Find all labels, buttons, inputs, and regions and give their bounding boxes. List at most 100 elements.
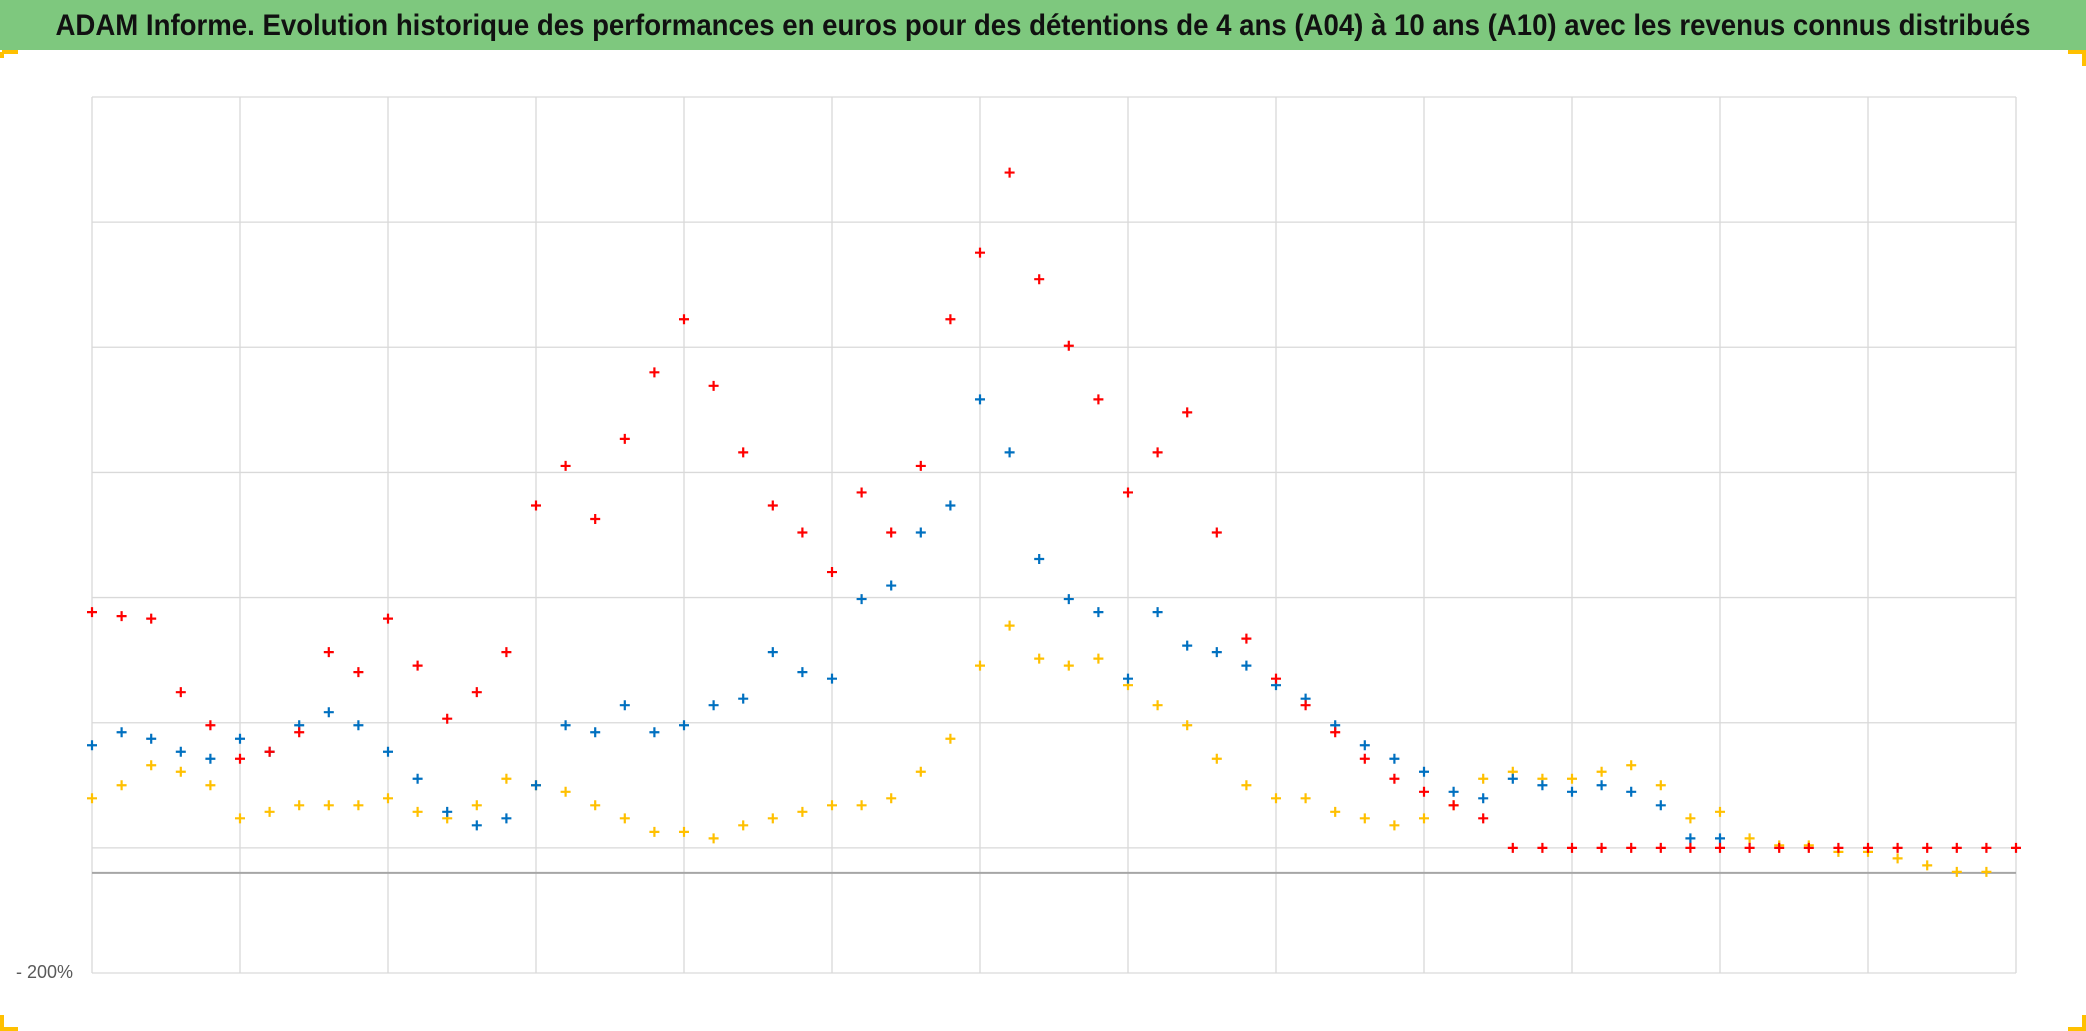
data-point (945, 733, 956, 744)
data-point (1537, 842, 1548, 853)
data-point (738, 693, 749, 704)
data-point (1004, 447, 1015, 458)
data-point (146, 760, 157, 771)
data-point (1241, 780, 1252, 791)
data-point (323, 800, 334, 811)
data-point (649, 367, 660, 378)
data-point (235, 813, 245, 824)
data-point (531, 500, 541, 511)
data-point (175, 766, 186, 777)
data-point (767, 500, 778, 511)
data-point (323, 647, 334, 658)
data-point (175, 687, 186, 698)
data-point (412, 806, 423, 817)
data-point (1004, 620, 1015, 631)
data-point (797, 527, 808, 538)
data-point (886, 793, 897, 804)
data-point (1567, 842, 1577, 853)
data-point (975, 247, 985, 258)
data-point (1300, 700, 1311, 711)
data-point (353, 800, 364, 811)
data-point (1093, 607, 1104, 618)
grid: - 200% (16, 96, 2017, 982)
data-point (619, 813, 630, 824)
data-point (975, 394, 985, 405)
data-point (1981, 842, 1992, 853)
data-point (1034, 274, 1045, 285)
data-point (1182, 720, 1193, 731)
data-point (2011, 842, 2021, 853)
data-point (679, 826, 689, 837)
data-point (235, 753, 245, 764)
data-point (1063, 340, 1074, 351)
corner-mark (0, 1015, 18, 1031)
data-point (412, 660, 423, 671)
data-point (1567, 786, 1577, 797)
data-point (649, 727, 660, 738)
data-point (1211, 647, 1222, 658)
title-bar (0, 0, 2086, 50)
data-point (1152, 700, 1163, 711)
data-point (87, 793, 97, 804)
data-point (1567, 773, 1577, 784)
data-point (383, 613, 393, 624)
data-point (767, 647, 778, 658)
data-point (1359, 740, 1370, 751)
data-point (1211, 527, 1222, 538)
data-point (708, 833, 719, 844)
data-point (383, 746, 393, 757)
plot-marks (87, 167, 2021, 877)
data-point (1655, 780, 1666, 791)
data-point (1389, 820, 1400, 831)
data-point (1626, 760, 1637, 771)
data-point (1211, 753, 1222, 764)
data-point (471, 820, 482, 831)
y-tick-label: - 200% (16, 962, 73, 982)
data-point (116, 780, 127, 791)
data-point (1892, 853, 1903, 864)
data-point (1863, 842, 1873, 853)
data-point (1419, 813, 1429, 824)
data-point (708, 700, 719, 711)
data-point (1478, 793, 1489, 804)
data-point (146, 733, 157, 744)
data-point (590, 727, 601, 738)
data-point (1715, 833, 1725, 844)
data-point (767, 813, 778, 824)
data-point (264, 746, 275, 757)
data-point (1685, 813, 1696, 824)
data-point (1655, 842, 1666, 853)
data-point (679, 314, 689, 325)
data-point (856, 487, 867, 498)
data-point (1715, 806, 1725, 817)
data-point (235, 733, 245, 744)
data-point (87, 740, 97, 751)
data-point (827, 567, 837, 578)
data-point (1478, 773, 1489, 784)
data-point (1182, 407, 1193, 418)
data-point (1626, 842, 1637, 853)
data-point (886, 527, 897, 538)
data-point (1922, 842, 1933, 853)
data-point (175, 746, 186, 757)
data-point (1744, 833, 1755, 844)
data-point (1478, 813, 1489, 824)
data-point (856, 800, 867, 811)
data-point (679, 720, 689, 731)
data-point (1034, 653, 1045, 664)
data-point (501, 773, 512, 784)
data-point (975, 660, 985, 671)
data-point (1271, 793, 1281, 804)
data-point (1685, 842, 1696, 853)
data-point (383, 793, 393, 804)
data-point (915, 766, 926, 777)
data-point (915, 460, 926, 471)
data-point (1803, 842, 1814, 853)
data-point (1241, 633, 1252, 644)
data-point (442, 713, 453, 724)
data-point (1715, 842, 1725, 853)
data-point (1123, 673, 1133, 684)
data-point (797, 667, 808, 678)
data-point (1507, 773, 1518, 784)
